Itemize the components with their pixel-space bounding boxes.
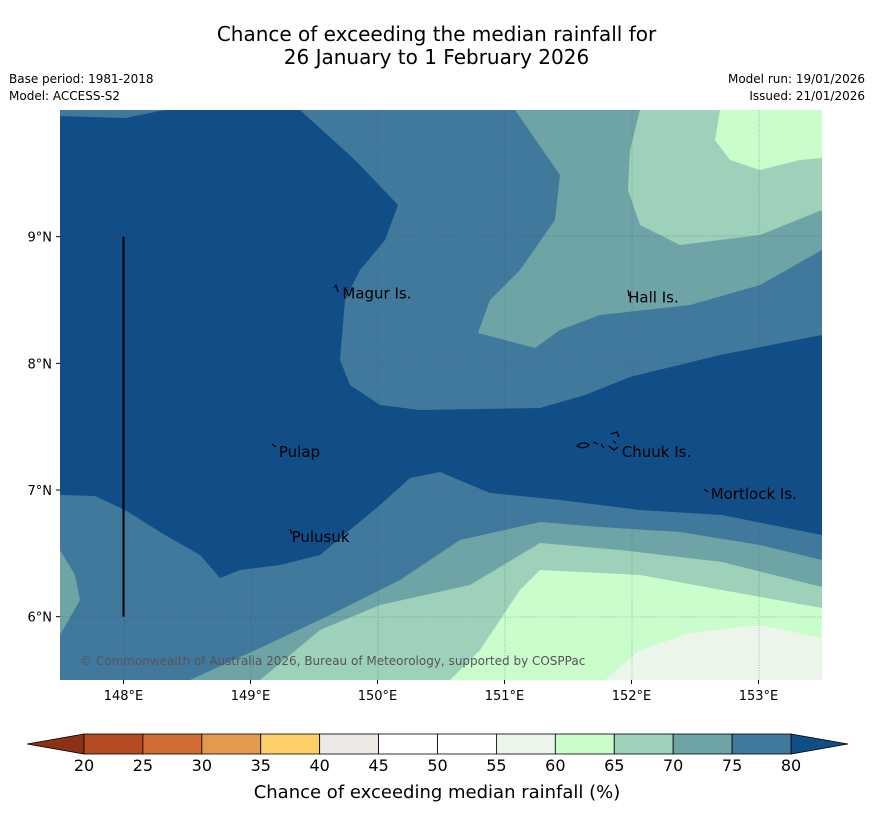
colorbar: 20 25 30 35 40 45 50 55 60 65 70 75 80 Chance of exce… (26, 733, 849, 803)
model-name: Model: ACCESS-S2 (9, 89, 121, 103)
colorbar-tick-label: 20 (74, 756, 94, 775)
colorbar-swatch (731, 733, 792, 755)
colorbar-swatch (260, 733, 321, 755)
island-outlines (271, 283, 709, 535)
place-label: Magur Is. (342, 285, 411, 303)
contour-55-south (605, 625, 822, 680)
probability-contours (60, 110, 822, 680)
colorbar-swatch (672, 733, 733, 755)
colorbar-swatch (378, 733, 438, 755)
colorbar-swatch (319, 733, 379, 755)
longitude-axis: 148°E 149°E 150°E 151°E 152°E 153°E (104, 680, 779, 704)
colorbar-tick-label: 65 (604, 756, 624, 775)
colorbar-tick-label: 55 (486, 756, 506, 775)
colorbar-tick-label: 45 (368, 756, 388, 775)
colorbar-swatch (613, 733, 674, 755)
contour-60-north (715, 110, 822, 170)
colorbar-tick-label: 60 (545, 756, 565, 775)
colorbar-tick-label: 40 (309, 756, 329, 775)
place-label: Pulap (279, 443, 320, 461)
issued-date: Issued: 21/01/2026 (749, 89, 865, 103)
lon-tick-label: 150°E (358, 689, 398, 704)
colorbar-swatch (437, 733, 497, 755)
lat-tick-label: 6°N (28, 611, 53, 626)
place-label: Pulusuk (292, 528, 350, 546)
colorbar-title: Chance of exceeding median rainfall (%) (254, 782, 621, 803)
lon-tick-label: 151°E (485, 689, 525, 704)
lat-tick-label: 9°N (28, 231, 53, 246)
place-label: Chuuk Is. (622, 443, 691, 461)
colorbar-over-arrow (790, 733, 849, 755)
run-info: Model run: 19/01/2026 Issued: 21/01/2026 (728, 71, 865, 105)
colorbar-swatch (83, 733, 144, 755)
colorbar-swatch (201, 733, 262, 755)
colorbar-swatch (554, 733, 615, 755)
place-labels: Magur Is. Hall Is. Pulap Chuuk Is. Mortlock … (279, 285, 797, 546)
copyright-notice: © Commonwealth of Australia 2026, Bureau… (80, 654, 585, 668)
lon-tick-label: 153°E (739, 689, 779, 704)
place-label: Mortlock Is. (711, 485, 797, 503)
colorbar-tick-label: 35 (251, 756, 271, 775)
colorbar-tick-label: 50 (427, 756, 447, 775)
model-info: Base period: 1981-2018 Model: ACCESS-S2 (9, 71, 154, 105)
latitude-axis: 9°N 8°N 7°N 6°N (28, 231, 60, 626)
place-label: Hall Is. (628, 288, 679, 306)
map-title-line-2: 26 January to 1 February 2026 (283, 45, 590, 69)
model-run-date: Model run: 19/01/2026 (727, 72, 865, 86)
colorbar-swatch (496, 733, 556, 755)
colorbar-tick-label: 25 (133, 756, 153, 775)
lat-tick-label: 8°N (28, 357, 53, 372)
colorbar-tick-label: 75 (722, 756, 742, 775)
lon-tick-label: 148°E (104, 689, 144, 704)
colorbar-under-arrow (26, 733, 85, 755)
lat-tick-label: 7°N (28, 484, 53, 499)
colorbar-swatch (142, 733, 203, 755)
lon-tick-label: 152°E (612, 689, 652, 704)
map-title-line-1: Chance of exceeding the median rainfall … (216, 22, 657, 46)
colorbar-tick-label: 30 (192, 756, 212, 775)
lon-tick-label: 149°E (231, 689, 271, 704)
colorbar-tick-label: 80 (781, 756, 801, 775)
colorbar-tick-label: 70 (663, 756, 683, 775)
base-period: Base period: 1981-2018 (9, 72, 154, 86)
